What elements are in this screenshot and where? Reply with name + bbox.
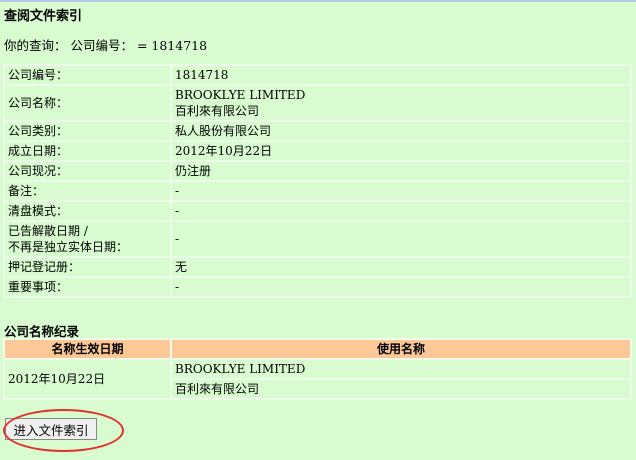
info-value: - xyxy=(170,220,632,258)
info-row: 成立日期： 2012年10月22日 xyxy=(3,140,632,162)
info-value: 1814718 xyxy=(170,64,632,86)
info-label: 清盘模式： xyxy=(3,200,172,222)
query-summary: 你的查询： 公司编号： = 1814718 xyxy=(4,38,208,53)
info-value: 2012年10月22日 xyxy=(170,140,632,162)
name-chinese: 百利來有限公司 xyxy=(170,378,632,400)
info-value: - xyxy=(170,180,632,202)
info-value-line: 百利來有限公司 xyxy=(175,104,260,118)
column-header-name-used: 使用名称 xyxy=(170,338,632,360)
info-value-line: 私人股份有限公司 xyxy=(175,124,272,138)
name-history-table: 名称生效日期 使用名称 2012年10月22日 BROOKLYE LIMITED… xyxy=(3,338,632,400)
company-info-table: 公司编号： 1814718 公司名称： BROOKLYE LIMITED 百利來有限公司… xyxy=(3,64,632,298)
info-value: BROOKLYE LIMITED 百利來有限公司 xyxy=(170,84,632,122)
info-label: 已告解散日期 / 不再是独立实体日期： xyxy=(3,220,172,258)
info-row: 重要事项： - xyxy=(3,276,632,298)
info-label: 重要事项： xyxy=(3,276,172,298)
info-row: 公司类别： 私人股份有限公司 xyxy=(3,120,632,142)
table-row: 百利來有限公司 xyxy=(4,378,632,400)
info-row: 公司名称： BROOKLYE LIMITED 百利來有限公司 xyxy=(3,84,632,122)
name-history-heading: 公司名称纪录 xyxy=(4,324,80,339)
info-value: 无 xyxy=(170,256,632,278)
info-value-line: - xyxy=(175,204,180,218)
info-value-line: - xyxy=(175,232,180,246)
info-value-line: 无 xyxy=(175,260,188,274)
info-row: 已告解散日期 / 不再是独立实体日期： - xyxy=(3,220,632,258)
info-row: 押记登记册：无 xyxy=(3,256,632,278)
info-row: 备注： - xyxy=(3,180,632,202)
enter-document-index-button[interactable]: 进入文件索引 xyxy=(5,418,97,440)
table-row: 2012年10月22日 BROOKLYE LIMITED xyxy=(3,358,632,400)
info-row: 公司现况： 仍注册 xyxy=(3,160,632,182)
info-value-line: 仍注册 xyxy=(175,164,212,178)
info-row: 清盘模式： - xyxy=(3,200,632,222)
info-value-line: BROOKLYE LIMITED xyxy=(175,88,306,102)
info-label: 公司编号： xyxy=(3,64,172,86)
info-label: 押记登记册： xyxy=(3,256,172,278)
info-value-line: - xyxy=(175,280,180,294)
info-value: - xyxy=(170,200,632,222)
info-value: 仍注册 xyxy=(170,160,632,182)
info-row: 公司编号： 1814718 xyxy=(3,64,632,86)
effective-date: 2012年10月22日 xyxy=(3,358,172,400)
info-value-line: 2012年10月22日 xyxy=(175,144,273,158)
info-value-line: 1814718 xyxy=(175,68,229,82)
info-value-line: - xyxy=(175,184,180,198)
info-value: 私人股份有限公司 xyxy=(170,120,632,142)
info-label: 公司现况： xyxy=(3,160,172,182)
info-label: 公司类别： xyxy=(3,120,172,142)
column-header-effective-date: 名称生效日期 xyxy=(3,338,172,360)
info-label: 公司名称： xyxy=(3,84,172,122)
page-title: 查阅文件索引 xyxy=(4,9,83,24)
info-label: 备注： xyxy=(3,180,172,202)
name-english: BROOKLYE LIMITED xyxy=(170,358,632,380)
info-value: - xyxy=(170,276,632,298)
info-label: 成立日期： xyxy=(3,140,172,162)
